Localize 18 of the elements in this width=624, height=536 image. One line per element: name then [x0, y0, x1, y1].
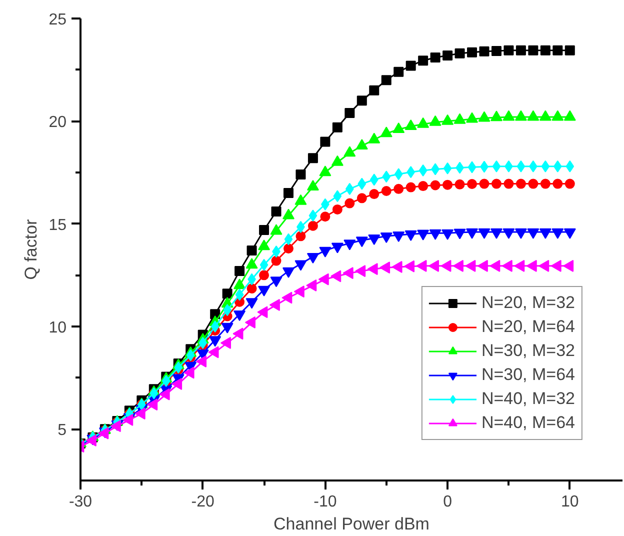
legend-label: N=30, M=64	[481, 365, 575, 385]
x-tick-label: -20	[191, 494, 215, 510]
y-tick-label: 20	[48, 114, 67, 132]
legend-label: N=20, M=64	[481, 317, 575, 337]
y-tick-label: 15	[48, 216, 67, 234]
x-tick-label: -30	[68, 494, 92, 510]
y-tick-label: 25	[48, 12, 67, 28]
x-tick-label: -10	[314, 494, 337, 510]
legend-label: N=30, M=32	[481, 341, 575, 361]
x-tick-label: 10	[560, 494, 579, 510]
legend-label: N=20, M=32	[481, 293, 575, 313]
x-axis-title: Channel Power dBm	[274, 514, 430, 534]
y-tick-label: 5	[58, 422, 67, 440]
x-tick-label: 0	[443, 494, 452, 510]
legend-label: N=40, M=32	[481, 389, 575, 409]
y-tick-label: 10	[48, 320, 67, 336]
y-axis-title: Q factor	[22, 218, 41, 280]
legend-label: N=40, M=64	[481, 413, 575, 433]
